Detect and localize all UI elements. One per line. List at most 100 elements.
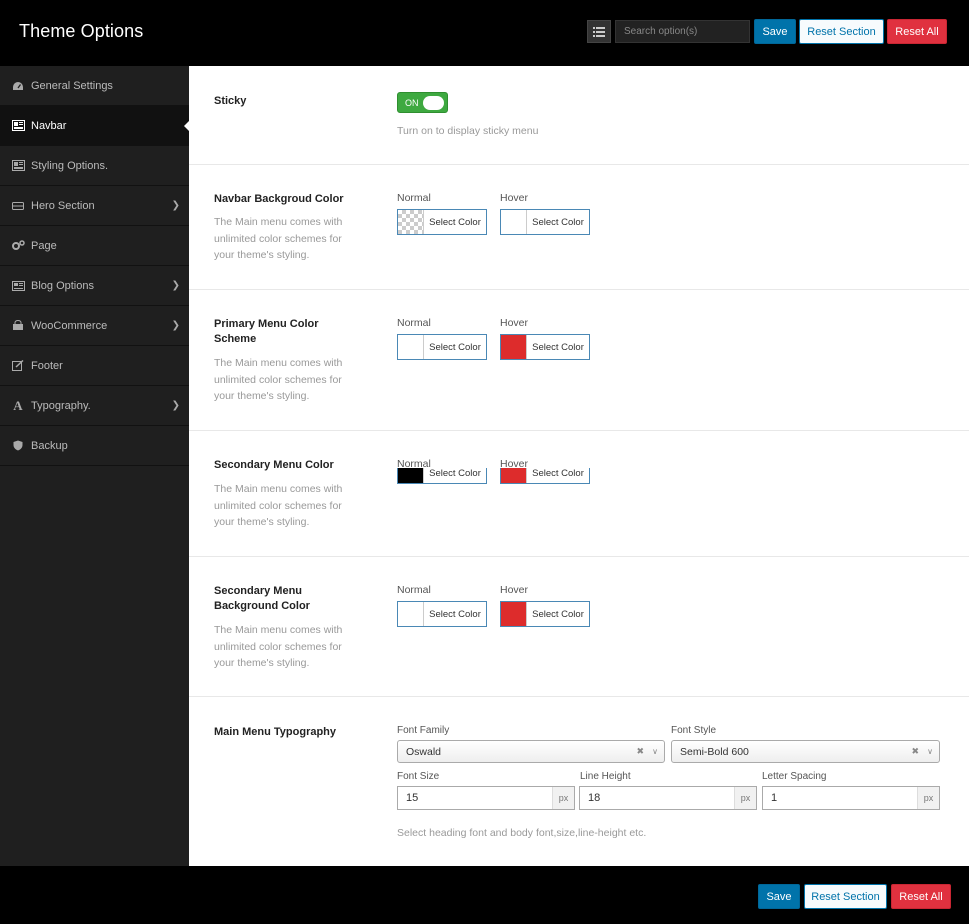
normal-color-picker[interactable]: Select Color xyxy=(397,209,487,235)
sidebar-item-navbar[interactable]: Navbar xyxy=(0,106,189,146)
hover-label: Hover xyxy=(500,317,529,329)
hover-color-picker[interactable]: Select Color xyxy=(500,209,590,235)
sidebar-item-label: Styling Options. xyxy=(31,159,109,172)
chevron-right-icon: ❯ xyxy=(171,320,180,331)
reset-all-button[interactable]: Reset All xyxy=(887,19,947,44)
color-swatch xyxy=(501,335,527,359)
hover-color-picker[interactable]: Select Color xyxy=(500,468,590,484)
save-button[interactable]: Save xyxy=(754,19,796,44)
hover-label: Hover xyxy=(500,458,529,470)
hero-icon xyxy=(11,201,25,211)
font-size-label: Font Size xyxy=(397,771,440,782)
chevron-down-icon: ∨ xyxy=(652,747,658,756)
toggle-knob xyxy=(423,96,444,110)
sidebar-item-backup[interactable]: Backup xyxy=(0,426,189,466)
hover-color-picker[interactable]: Select Color xyxy=(500,601,590,627)
select-color-text: Select Color xyxy=(532,216,584,228)
hover-label: Hover xyxy=(500,584,529,596)
sidebar-item-general-settings[interactable]: General Settings xyxy=(0,66,189,106)
sidebar-item-label: Page xyxy=(31,239,57,252)
select-color-text: Select Color xyxy=(532,468,584,479)
search-input[interactable] xyxy=(615,20,750,43)
font-size-input[interactable]: 15 px xyxy=(397,786,575,810)
chevron-down-icon: ∨ xyxy=(927,747,933,756)
color-swatch xyxy=(398,210,424,234)
sidebar-item-label: WooCommerce xyxy=(31,319,108,332)
clear-icon[interactable]: ✖ xyxy=(636,746,644,756)
footer-save-button[interactable]: Save xyxy=(758,884,800,909)
expand-options-button[interactable] xyxy=(587,20,611,43)
sidebar-item-label: Hero Section xyxy=(31,199,95,212)
option-help: Select heading font and body font,size,l… xyxy=(397,827,647,839)
line-height-value: 18 xyxy=(588,792,601,804)
normal-color-picker[interactable]: Select Color xyxy=(397,468,487,484)
sidebar-item-label: Footer xyxy=(31,359,63,372)
dashboard-icon xyxy=(11,81,25,91)
sidebar-item-styling-options[interactable]: Styling Options. xyxy=(0,146,189,186)
normal-color-picker[interactable]: Select Color xyxy=(397,334,487,360)
active-pointer xyxy=(184,121,189,131)
chevron-right-icon: ❯ xyxy=(171,280,180,291)
footer-reset-all-button[interactable]: Reset All xyxy=(891,884,951,909)
font-icon: A xyxy=(13,397,23,413)
option-label: Secondary Menu Color xyxy=(214,459,334,471)
normal-label: Normal xyxy=(397,458,431,470)
sidebar: General Settings Navbar Styling Options.… xyxy=(0,66,189,866)
sidebar-item-blog-options[interactable]: Blog Options ❯ xyxy=(0,266,189,306)
chevron-right-icon: ❯ xyxy=(171,200,180,211)
select-color-text: Select Color xyxy=(429,608,481,620)
letter-spacing-value: 1 xyxy=(771,792,778,804)
footer-reset-section-button[interactable]: Reset Section xyxy=(804,884,887,909)
option-row-navbar-background-color: Navbar Backgroud Color The Main menu com… xyxy=(189,165,969,290)
line-height-label: Line Height xyxy=(580,771,631,782)
blog-icon xyxy=(11,280,25,291)
letter-spacing-input[interactable]: 1 px xyxy=(762,786,940,810)
color-swatch xyxy=(398,468,424,483)
option-description: The Main menu comes with unlimited color… xyxy=(214,357,343,402)
sticky-toggle[interactable]: ON xyxy=(397,92,448,113)
select-color-text: Select Color xyxy=(429,341,481,353)
option-row-secondary-menu-background: Secondary Menu Background Color The Main… xyxy=(189,557,969,697)
option-row-secondary-menu-color: Secondary Menu Color The Main menu comes… xyxy=(189,431,969,557)
option-label: Secondary Menu Background Color xyxy=(214,585,310,612)
reset-section-button[interactable]: Reset Section xyxy=(799,19,884,44)
letter-spacing-label: Letter Spacing xyxy=(762,771,827,782)
option-row-sticky: Sticky ON Turn on to display sticky menu xyxy=(189,66,969,165)
sidebar-item-label: General Settings xyxy=(31,79,113,92)
font-family-select[interactable]: Oswald ✖ ∨ xyxy=(397,740,665,763)
sidebar-item-label: Backup xyxy=(31,439,68,452)
sidebar-item-label: Navbar xyxy=(31,119,67,132)
option-description: The Main menu comes with unlimited color… xyxy=(214,216,343,261)
cogs-icon xyxy=(11,240,25,251)
normal-color-picker[interactable]: Select Color xyxy=(397,601,487,627)
line-height-input[interactable]: 18 px xyxy=(579,786,757,810)
normal-label: Normal xyxy=(397,192,431,204)
clear-icon[interactable]: ✖ xyxy=(911,746,919,756)
sidebar-item-footer[interactable]: Footer xyxy=(0,346,189,386)
option-label: Main Menu Typography xyxy=(214,726,337,738)
sidebar-item-page[interactable]: Page xyxy=(0,226,189,266)
navbar-icon xyxy=(11,120,25,131)
chevron-right-icon: ❯ xyxy=(171,400,180,411)
toggle-state-text: ON xyxy=(405,98,419,108)
option-row-main-menu-typography: Main Menu Typography Font Family Oswald … xyxy=(189,697,969,866)
sidebar-item-typography[interactable]: A Typography. ❯ xyxy=(0,386,189,426)
option-label: Sticky xyxy=(214,95,247,107)
select-color-text: Select Color xyxy=(429,216,481,228)
hover-label: Hover xyxy=(500,192,529,204)
page-title: Theme Options xyxy=(19,21,144,41)
styling-icon xyxy=(11,160,25,171)
unit-label: px xyxy=(917,787,939,809)
option-description: The Main menu comes with unlimited color… xyxy=(214,483,343,528)
normal-label: Normal xyxy=(397,584,431,596)
color-swatch xyxy=(398,602,424,626)
select-color-text: Select Color xyxy=(532,341,584,353)
select-color-text: Select Color xyxy=(429,468,481,479)
font-style-select[interactable]: Semi-Bold 600 ✖ ∨ xyxy=(671,740,940,763)
font-family-value: Oswald xyxy=(406,745,442,758)
hover-color-picker[interactable]: Select Color xyxy=(500,334,590,360)
option-help: Turn on to display sticky menu xyxy=(397,125,539,137)
sidebar-item-woocommerce[interactable]: WooCommerce ❯ xyxy=(0,306,189,346)
unit-label: px xyxy=(734,787,756,809)
sidebar-item-hero-section[interactable]: Hero Section ❯ xyxy=(0,186,189,226)
